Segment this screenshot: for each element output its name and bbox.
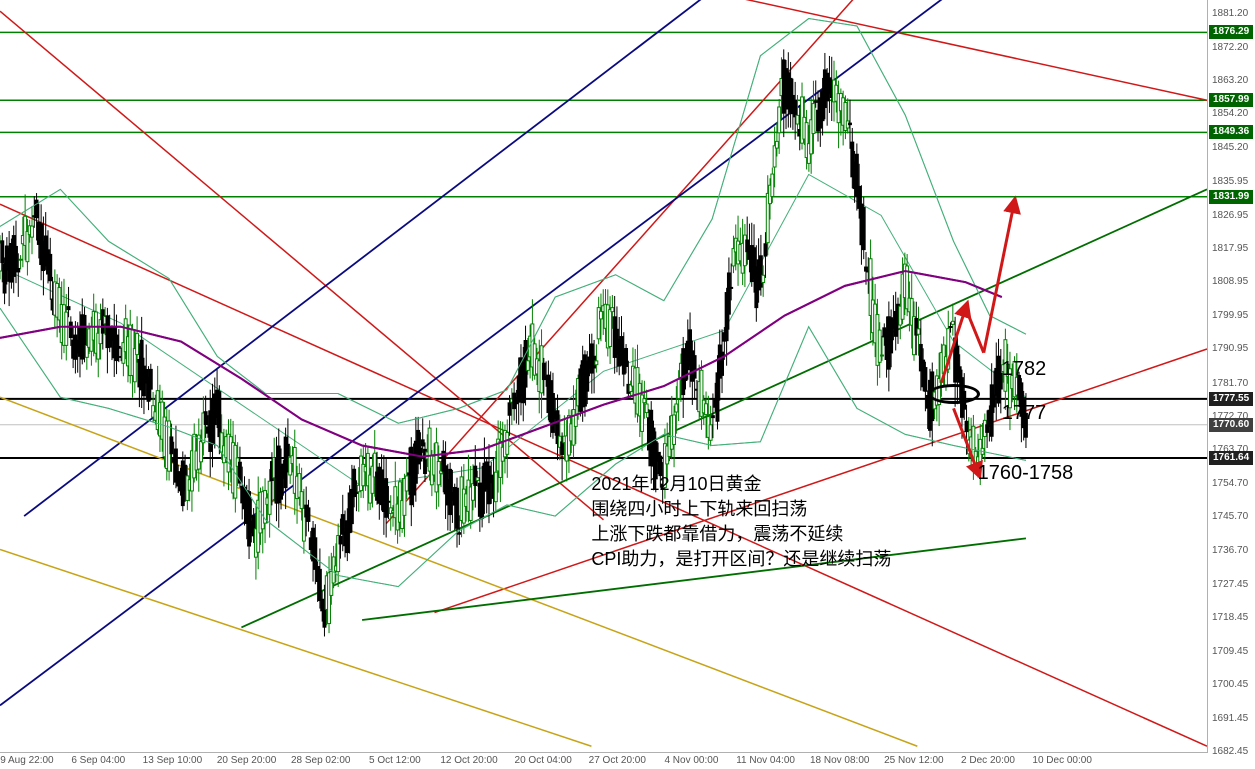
y-axis-tick: 1718.45 xyxy=(1212,613,1248,623)
y-axis-tick: 1817.95 xyxy=(1212,244,1248,254)
price-level-label: 1777.55 xyxy=(1209,392,1253,406)
y-axis-tick: 1709.45 xyxy=(1212,647,1248,657)
annotation-price-label: 1777 xyxy=(1002,402,1047,425)
price-level-label: 1876.29 xyxy=(1209,25,1253,39)
y-axis-tick: 1835.95 xyxy=(1212,177,1248,187)
y-axis-tick: 1691.45 xyxy=(1212,714,1248,724)
y-axis-tick: 1854.20 xyxy=(1212,109,1248,119)
x-axis-tick: 13 Sep 10:00 xyxy=(143,755,203,766)
y-axis-tick: 1745.70 xyxy=(1212,512,1248,522)
annotation-text-line: CPI助力，是打开区间？还是继续扫荡 xyxy=(591,547,891,572)
y-axis-tick: 1881.20 xyxy=(1212,9,1248,19)
annotation-price-label: 1782 xyxy=(1002,358,1047,381)
x-axis-tick: 28 Sep 02:00 xyxy=(291,755,351,766)
x-axis-tick: 4 Nov 00:00 xyxy=(664,755,718,766)
x-axis-tick: 18 Nov 08:00 xyxy=(810,755,870,766)
y-axis-tick: 1826.95 xyxy=(1212,211,1248,221)
y-axis-tick: 1872.20 xyxy=(1212,43,1248,53)
price-level-label: 1761.64 xyxy=(1209,451,1253,465)
price-level-label: 1857.99 xyxy=(1209,93,1253,107)
x-axis-tick: 25 Nov 12:00 xyxy=(884,755,944,766)
x-axis-tick: 20 Sep 20:00 xyxy=(217,755,277,766)
annotation-price-label: 1760-1758 xyxy=(978,462,1074,485)
y-axis-tick: 1781.70 xyxy=(1212,379,1248,389)
y-axis-tick: 1808.95 xyxy=(1212,277,1248,287)
x-axis-tick: 5 Oct 12:00 xyxy=(369,755,421,766)
annotation-text-line: 2021年12月10日黄金 xyxy=(591,472,761,497)
annotation-text-line: 围绕四小时上下轨来回扫荡 xyxy=(591,497,807,522)
price-level-label: 1849.36 xyxy=(1209,125,1253,139)
y-axis-tick: 1863.20 xyxy=(1212,76,1248,86)
y-axis-tick: 1754.70 xyxy=(1212,479,1248,489)
x-axis-tick: 12 Oct 20:00 xyxy=(440,755,497,766)
x-axis-tick: 10 Dec 00:00 xyxy=(1032,755,1092,766)
x-axis-tick: 29 Aug 22:00 xyxy=(0,755,54,766)
x-axis-tick: 11 Nov 04:00 xyxy=(736,755,795,766)
x-axis-tick: 6 Sep 04:00 xyxy=(71,755,125,766)
y-axis-tick: 1790.95 xyxy=(1212,344,1248,354)
price-level-label: 1831.99 xyxy=(1209,190,1253,204)
y-axis-tick: 1682.45 xyxy=(1212,747,1248,757)
y-axis-tick: 1700.45 xyxy=(1212,680,1248,690)
annotation-text-line: 上涨下跌都靠借力，震荡不延续 xyxy=(591,522,843,547)
x-axis-tick: 20 Oct 04:00 xyxy=(515,755,572,766)
y-axis-tick: 1845.20 xyxy=(1212,143,1248,153)
y-axis-tick: 1727.45 xyxy=(1212,580,1248,590)
y-axis-tick: 1736.70 xyxy=(1212,546,1248,556)
x-axis-tick: 2 Dec 20:00 xyxy=(961,755,1015,766)
price-level-label: 1770.60 xyxy=(1209,418,1253,432)
x-axis-tick: 27 Oct 20:00 xyxy=(589,755,646,766)
y-axis-tick: 1799.95 xyxy=(1212,311,1248,321)
chart-root[interactable]: 1682.45 1691.45 1700.45 1709.45 1718.45 1727.… xyxy=(0,0,1255,769)
focus-ellipse xyxy=(928,384,980,404)
